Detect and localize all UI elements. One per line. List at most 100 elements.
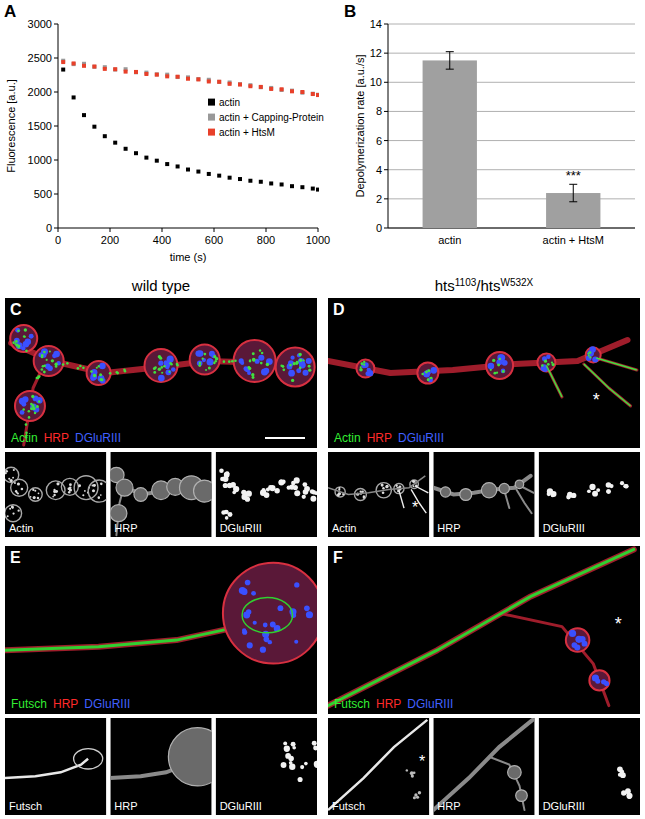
- puncta: [338, 492, 341, 495]
- puncta: [489, 365, 494, 370]
- puncta: [289, 761, 293, 765]
- speckle: [289, 364, 292, 367]
- puncta: [547, 363, 550, 366]
- puncta: [497, 364, 500, 367]
- x-axis-label: time (s): [170, 251, 207, 263]
- puncta: [14, 482, 16, 484]
- legend: actinactin + Capping-Proteinactin + HtsM: [208, 97, 324, 138]
- puncta: [490, 369, 492, 371]
- puncta: [96, 367, 98, 369]
- puncta: [604, 681, 608, 685]
- puncta: [38, 492, 40, 494]
- neurite: [328, 549, 634, 705]
- background: [0, 0, 645, 819]
- point: [186, 77, 190, 81]
- puncta: [382, 487, 384, 489]
- puncta: [541, 364, 547, 370]
- puncta: [624, 484, 628, 488]
- point: [196, 170, 200, 174]
- puncta: [306, 358, 312, 364]
- puncta: [416, 796, 419, 799]
- series: [61, 68, 319, 192]
- point: [165, 74, 169, 78]
- point: [144, 72, 148, 76]
- bouton: [515, 480, 524, 489]
- y-tick-label: 14: [370, 18, 382, 30]
- point: [217, 174, 221, 178]
- puncta: [34, 412, 36, 414]
- point: [290, 89, 294, 93]
- point: [311, 92, 315, 96]
- puncta: [294, 640, 298, 644]
- speckle: [160, 366, 163, 369]
- inset-label: DGluRIII: [543, 800, 585, 812]
- error-cap: [569, 184, 577, 185]
- y-tick: [384, 169, 388, 170]
- y-tick-label: 12: [370, 47, 382, 59]
- puncta: [78, 484, 81, 487]
- panel-letter: B: [344, 2, 356, 21]
- puncta: [219, 469, 224, 474]
- x-tick-label: 600: [205, 234, 223, 246]
- puncta: [260, 647, 266, 653]
- bouton: [356, 360, 374, 378]
- error-stem: [573, 184, 574, 201]
- puncta: [589, 484, 595, 490]
- error-cap: [446, 51, 454, 52]
- legend-swatch: [208, 114, 215, 121]
- puncta: [251, 373, 254, 376]
- microtubule: [5, 617, 261, 651]
- puncta: [211, 354, 216, 359]
- image-background: [539, 718, 640, 815]
- neurite: [516, 489, 531, 513]
- series: [61, 59, 319, 97]
- legend-swatch: [208, 129, 215, 136]
- puncta: [338, 492, 340, 494]
- point: [280, 87, 284, 91]
- puncta: [427, 378, 430, 381]
- puncta: [293, 362, 296, 365]
- channel-label: Actin: [11, 431, 38, 445]
- bouton: [234, 340, 276, 382]
- puncta: [303, 370, 309, 376]
- puncta: [12, 512, 14, 514]
- point: [113, 67, 117, 71]
- puncta: [33, 496, 36, 499]
- annotation: *: [412, 499, 418, 516]
- error-cap: [446, 69, 454, 70]
- puncta: [99, 378, 102, 381]
- point: [61, 60, 65, 64]
- inset-label: DGluRIII: [543, 522, 585, 534]
- point: [124, 70, 128, 74]
- x-tick: [58, 228, 59, 232]
- puncta: [158, 361, 163, 366]
- micrograph: [539, 452, 640, 537]
- puncta: [30, 496, 32, 498]
- point: [155, 159, 159, 163]
- bouton-outline: [88, 480, 106, 502]
- speckle: [116, 372, 119, 375]
- puncta: [502, 370, 505, 373]
- speckle: [234, 360, 237, 363]
- point: [155, 73, 159, 77]
- puncta: [46, 359, 48, 361]
- puncta: [248, 367, 251, 370]
- puncta: [288, 756, 293, 761]
- puncta: [587, 489, 591, 493]
- puncta: [361, 362, 364, 365]
- channel-label: HRP: [367, 431, 392, 445]
- puncta: [290, 356, 294, 360]
- y-tick: [54, 228, 58, 229]
- puncta: [278, 605, 284, 611]
- speckle: [79, 365, 82, 368]
- puncta: [541, 364, 544, 367]
- puncta: [386, 485, 389, 488]
- bouton: [223, 563, 317, 664]
- annotation: *: [419, 753, 425, 770]
- puncta: [17, 492, 19, 494]
- inset-label: Futsch: [9, 800, 42, 812]
- y-tick: [54, 126, 58, 127]
- point: [92, 125, 96, 129]
- puncta: [41, 368, 44, 371]
- annotation: *: [593, 390, 600, 410]
